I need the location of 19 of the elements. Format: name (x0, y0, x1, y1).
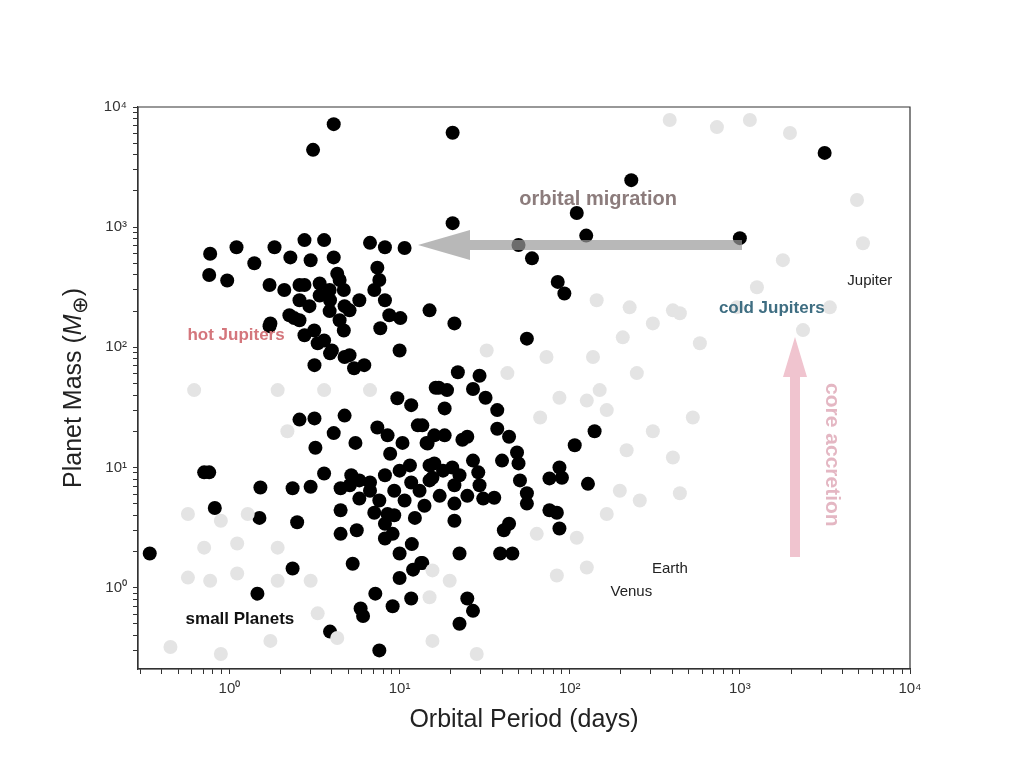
annotation: hot Jupiters (187, 325, 285, 345)
annotation: cold Jupiters (718, 298, 825, 318)
y-tick-label: 10⁰ (105, 577, 127, 595)
x-tick-label: 10⁴ (898, 679, 922, 697)
x-tick-label: 10² (558, 679, 581, 697)
y-tick-label: 10⁴ (103, 97, 127, 115)
x-tick-label: 10⁰ (218, 679, 241, 697)
annotation: Jupiter (847, 271, 893, 289)
annotation: core accretion (822, 383, 846, 527)
annotation: orbital migration (519, 187, 678, 210)
x-axis-title: Orbital Period (days) (408, 704, 640, 733)
x-tick-label: 10³ (729, 679, 751, 697)
y-tick-label: 10³ (105, 217, 127, 235)
annotation: small Planets (185, 609, 295, 629)
x-tick-label: 10¹ (388, 679, 411, 697)
y-tick-label: 10² (105, 337, 127, 355)
y-tick-label: 10¹ (105, 457, 127, 475)
annotation: Earth (651, 559, 688, 577)
annotation: Venus (610, 582, 653, 600)
